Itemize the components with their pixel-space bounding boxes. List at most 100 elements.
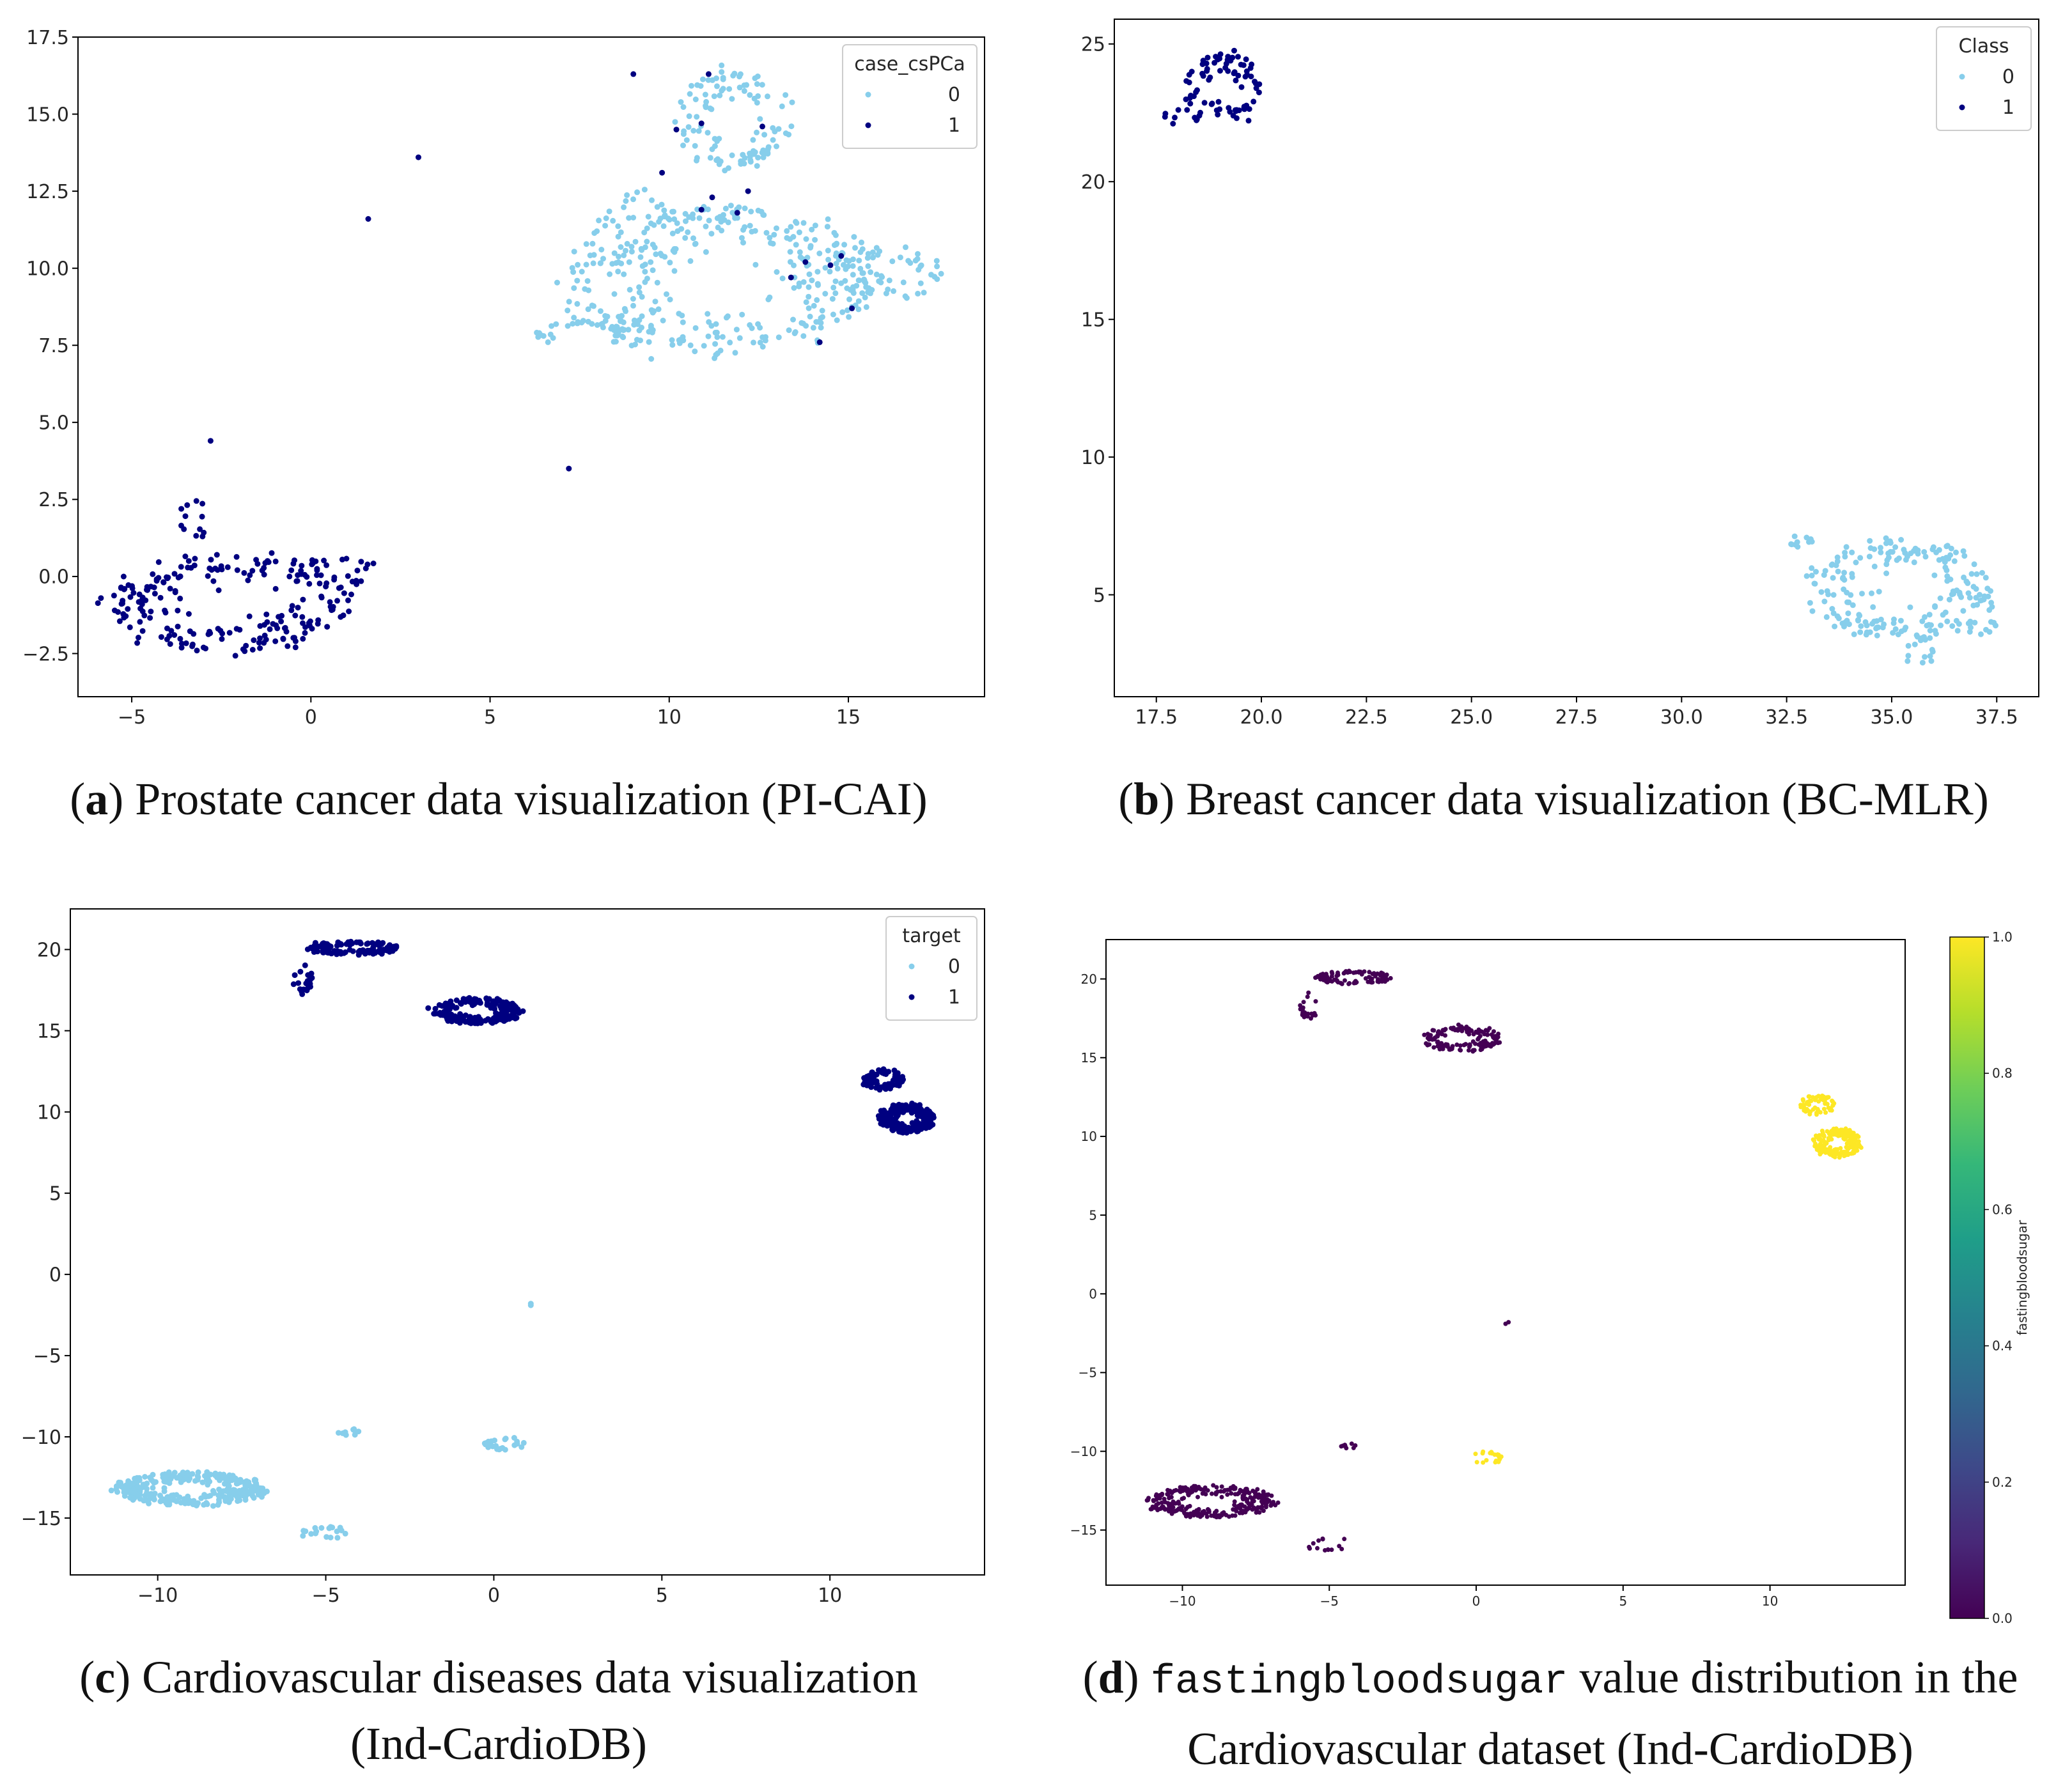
data-point [1942,609,1949,616]
data-point [191,1498,197,1504]
data-point [1830,575,1836,581]
x-tick-label: −5 [118,706,146,729]
data-point [1788,541,1795,547]
data-point [1871,563,1878,569]
data-point [1835,1128,1841,1133]
data-point [1912,641,1918,647]
data-point [689,82,694,89]
data-point [1466,1048,1471,1053]
data-point [566,465,572,472]
data-point [178,506,185,512]
data-point [1831,1127,1836,1132]
data-point [1481,1460,1486,1465]
data-point [226,1483,232,1489]
data-point [177,573,183,580]
data-point [891,288,897,294]
data-point [298,568,304,574]
data-point [295,980,302,986]
data-point [114,1489,120,1495]
legend: target 0 1 [885,916,978,1021]
data-point [1269,1493,1274,1498]
data-point [831,242,837,248]
data-point [800,279,807,285]
data-point [827,262,834,268]
data-point [1973,585,1979,592]
data-point [698,206,705,213]
caption-d-line1: value distribution in the [1568,1652,2018,1703]
data-point [654,279,660,286]
data-point [1487,1042,1492,1047]
legend-box [842,44,978,149]
data-point [1474,1460,1479,1465]
data-point [292,635,297,641]
data-point [1302,1010,1307,1015]
data-point [859,239,864,245]
data-point [802,259,809,265]
data-point [796,229,802,235]
data-point [1851,631,1857,637]
data-point [242,1490,248,1496]
data-point [631,317,637,323]
caption-c: (c) Cardiovascular diseases data visuali… [0,1644,997,1777]
data-point [732,350,738,356]
data-point [833,261,839,267]
data-point [1791,533,1798,539]
data-point [334,1528,340,1535]
data-point [1967,594,1973,601]
data-point [1351,970,1356,975]
legend-title: target [902,925,960,947]
data-point [282,624,288,631]
data-point [1196,1494,1200,1499]
y-tick-label: 15 [1081,309,1105,331]
caption-b: (b) Breast cancer data visualization (BC… [1118,773,1989,825]
y-tick-label: 7.5 [38,335,69,357]
data-point [219,636,225,642]
data-point [827,268,833,275]
data-point [793,219,798,225]
data-point [243,1481,249,1487]
data-point [719,334,726,340]
data-point [830,311,836,318]
data-point [825,247,831,254]
data-point [786,132,792,137]
data-point [1204,1514,1210,1519]
data-point [626,215,632,221]
data-point [1214,1485,1219,1490]
data-point [709,194,715,201]
data-point [1253,85,1259,91]
x-tick-label: 0 [305,706,317,729]
y-tick-label: 0 [1089,1286,1097,1301]
data-point [762,337,768,344]
data-point [1245,118,1252,124]
data-point [511,1435,517,1441]
data-point [366,949,372,955]
data-point [124,1486,130,1492]
data-point [1256,1495,1261,1500]
data-point [130,1488,136,1494]
data-point [1199,70,1206,77]
data-point [1932,604,1938,610]
data-point [1928,622,1934,628]
data-point [162,1475,169,1481]
data-point [463,1012,469,1018]
data-point [661,213,667,219]
data-point [302,1528,309,1535]
data-point [585,306,591,313]
data-point [816,251,823,256]
colorbar-tick-label: 0.2 [1992,1475,2013,1490]
data-point [338,1528,345,1533]
data-point [1807,1094,1812,1099]
data-point [243,642,249,649]
data-point [649,197,655,203]
data-point [1435,1044,1440,1049]
data-point [288,607,295,614]
data-point [755,207,761,213]
data-point [1464,1027,1469,1032]
data-point [1892,626,1899,632]
data-point [738,235,745,241]
data-point [1811,1107,1816,1112]
x-tick-label: 0 [1472,1593,1481,1609]
data-point [1453,1027,1458,1032]
x-tick-label: 5 [656,1584,668,1607]
data-point [151,1480,157,1486]
